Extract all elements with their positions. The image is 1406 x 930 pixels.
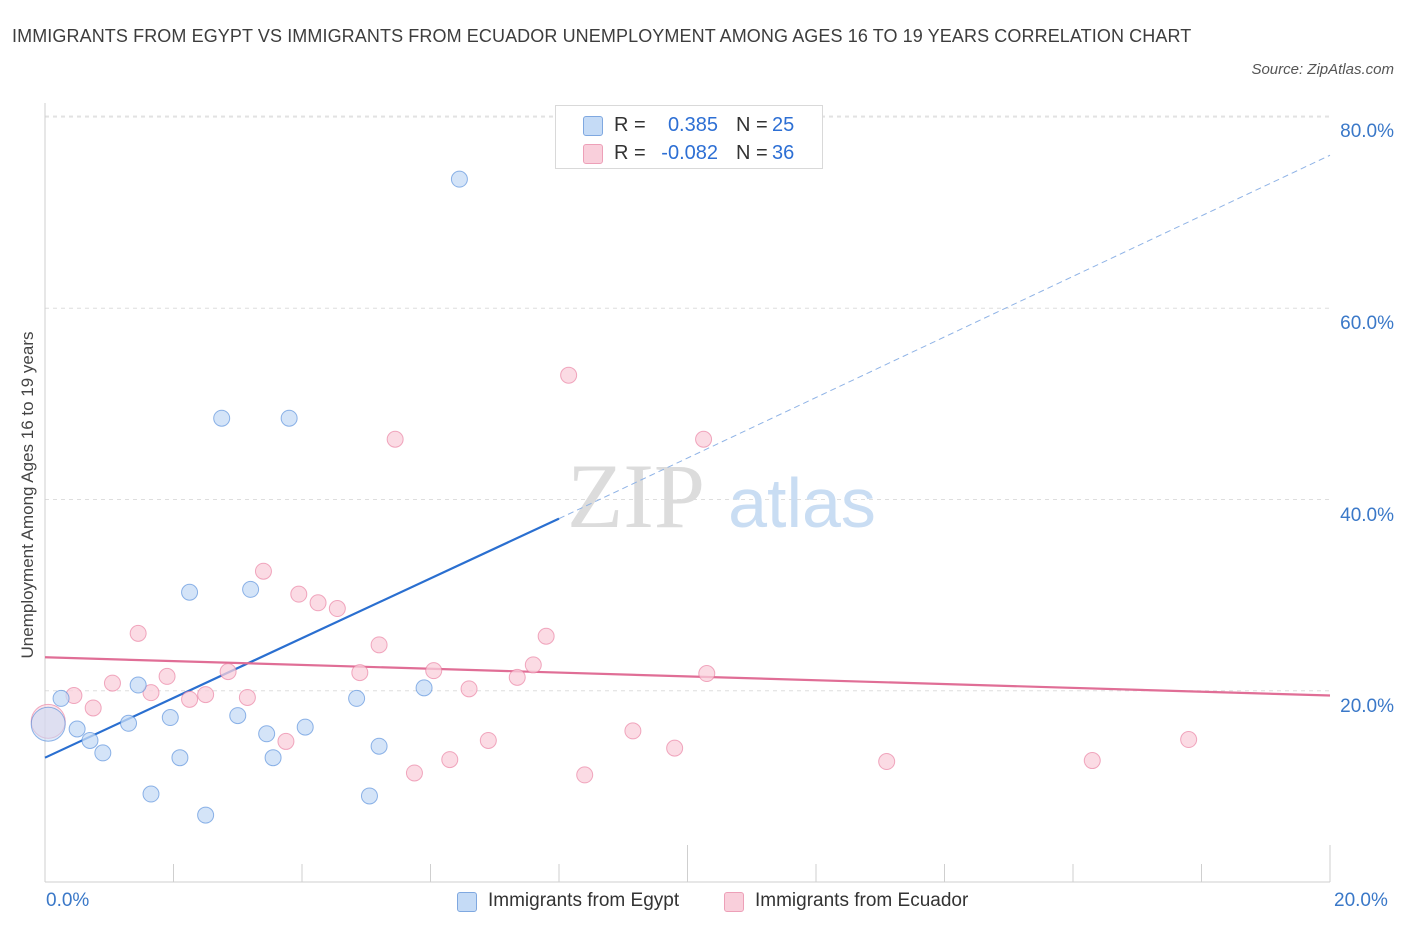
r-value: 0.385 [667, 114, 718, 136]
egypt-point [360, 787, 378, 805]
egypt-point [68, 720, 86, 738]
x-tick-label: 20.0% [1334, 890, 1388, 911]
ecuador-point [698, 665, 716, 683]
egypt-point [52, 689, 70, 707]
ecuador-point [142, 684, 160, 702]
ecuador-point [290, 585, 308, 603]
ecuador-point [1180, 731, 1198, 749]
ecuador-point [328, 600, 346, 618]
egypt-swatch-icon [583, 116, 603, 136]
egypt-point [197, 806, 215, 824]
egypt-point [129, 676, 147, 694]
ecuador-point [158, 667, 176, 685]
ecuador-point [219, 663, 237, 681]
egypt-point [370, 737, 388, 755]
egypt-point [94, 744, 112, 762]
ecuador-point [103, 674, 121, 692]
egypt-swatch-icon [457, 892, 477, 912]
egypt-point [181, 583, 199, 601]
n-label: N = [736, 114, 768, 136]
egypt-point [171, 749, 189, 767]
ecuador-point [351, 664, 369, 682]
n-value: 36 [772, 142, 795, 164]
stats-box: R = 0.385 N = 25 R = -0.082 N = 36 [555, 105, 823, 169]
egypt-trend-extension [558, 154, 1331, 520]
egypt-point [229, 707, 247, 725]
y-tick-label: 40.0% [1340, 505, 1394, 526]
watermark: ZIP atlas [567, 445, 876, 547]
y-tick-label: 60.0% [1340, 313, 1394, 334]
egypt-point [264, 749, 282, 767]
egypt-point [161, 709, 179, 727]
ecuador-point [181, 690, 199, 708]
ecuador-point [576, 766, 594, 784]
ecuador-point [238, 688, 256, 706]
ecuador-trend-line [44, 656, 1331, 697]
watermark-zip: ZIP [567, 445, 705, 547]
egypt-point [213, 409, 231, 427]
legend-label: Immigrants from Ecuador [755, 890, 969, 911]
source-note: Source: ZipAtlas.com [1251, 61, 1394, 78]
grid-lines [45, 115, 1330, 692]
legend-label: Immigrants from Egypt [488, 890, 680, 911]
r-value: -0.082 [661, 142, 718, 164]
egypt-point [280, 409, 298, 427]
n-value: 25 [772, 114, 795, 136]
stats-row-egypt: R = 0.385 N = 25 [556, 112, 822, 140]
ecuador-point [537, 627, 555, 645]
r-label: R = [614, 142, 646, 164]
ecuador-point [878, 753, 896, 771]
watermark-atlas: atlas [728, 464, 876, 542]
egypt-point [450, 170, 468, 188]
egypt-point [120, 714, 138, 732]
egypt-point [415, 679, 433, 697]
ecuador-point [695, 430, 713, 448]
egypt-point [296, 718, 314, 736]
y-tick-label: 80.0% [1340, 121, 1394, 142]
x-tick-label: 0.0% [46, 890, 90, 911]
ecuador-point [84, 699, 102, 717]
ecuador-point [479, 731, 497, 749]
ecuador-point [425, 662, 443, 680]
ecuador-point [405, 764, 423, 782]
ecuador-point [666, 739, 684, 757]
ecuador-point [129, 624, 147, 642]
n-label: N = [736, 142, 768, 164]
ecuador-point [277, 732, 295, 750]
ecuador-point [524, 656, 542, 674]
ecuador-point [370, 636, 388, 654]
chart-title: IMMIGRANTS FROM EGYPT VS IMMIGRANTS FROM… [12, 26, 1192, 46]
ecuador-point [197, 686, 215, 704]
ecuador-swatch-icon [724, 892, 744, 912]
ecuador-point [508, 668, 526, 686]
ecuador-point [460, 680, 478, 698]
ecuador-swatch-icon [583, 144, 603, 164]
egypt-point [258, 725, 276, 743]
ecuador-point [254, 562, 272, 580]
y-tick-label: 20.0% [1340, 696, 1394, 717]
ecuador-point [309, 594, 327, 612]
egypt-point [242, 580, 260, 598]
egypt-point [142, 785, 160, 803]
axes [44, 103, 1331, 883]
ecuador-point [386, 430, 404, 448]
egypt-point [30, 706, 66, 742]
data-points [30, 170, 1198, 824]
egypt-point [348, 689, 366, 707]
r-label: R = [614, 114, 646, 136]
stats-row-ecuador: R = -0.082 N = 36 [556, 140, 822, 168]
legend: Immigrants from Egypt Immigrants from Ec… [0, 889, 1406, 917]
ecuador-point [624, 722, 642, 740]
ecuador-point [560, 366, 578, 384]
ecuador-point [1083, 752, 1101, 770]
ecuador-point [441, 751, 459, 769]
egypt-point [81, 731, 99, 749]
